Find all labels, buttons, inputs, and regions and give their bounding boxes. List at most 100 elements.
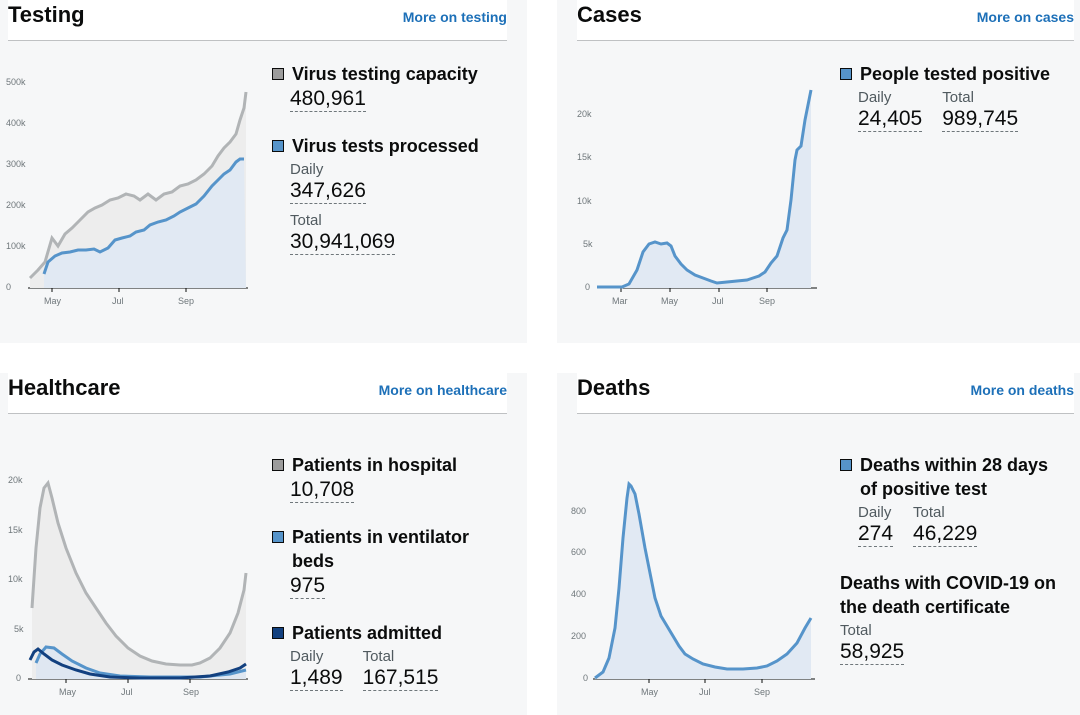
y-tick-label: 20k	[577, 109, 592, 119]
testing-legend: Virus testing capacity 480,961 Virus tes…	[272, 62, 512, 255]
daily-value[interactable]: 1,489	[290, 666, 343, 691]
total-value[interactable]: 46,229	[913, 522, 978, 547]
y-tick-label: 0	[583, 673, 588, 683]
admitted-line	[28, 647, 247, 680]
testing-title: Testing	[8, 2, 85, 27]
healthcare-card-header: Healthcare More on healthcare	[8, 373, 507, 414]
daily-value[interactable]: 347,626	[290, 179, 366, 204]
total-label: Total	[913, 504, 945, 521]
more-on-cases-link[interactable]: More on cases	[976, 9, 1074, 25]
x-tick-label: Sep	[178, 296, 194, 306]
testing-chart: 0 100k 200k 300k 400k 500k May Jul Sep	[6, 77, 248, 306]
metric-value[interactable]: 975	[290, 574, 326, 599]
y-tick-label: 800	[571, 506, 586, 516]
metric-label: Patients in hospital	[292, 455, 458, 475]
total-value[interactable]: 989,745	[942, 107, 1019, 132]
x-tick-label: Sep	[183, 687, 199, 697]
y-tick-label: 0	[16, 673, 21, 683]
y-tick-label: 5k	[583, 239, 593, 249]
total-value[interactable]: 58,925	[840, 640, 905, 665]
daily-value[interactable]: 274	[858, 522, 894, 547]
cases-card-header: Cases More on cases	[577, 0, 1074, 41]
daily-label: Daily	[858, 89, 892, 106]
healthcare-card: Healthcare More on healthcare 0 5k 10k 1…	[0, 373, 527, 715]
y-tick-label: 100k	[6, 241, 26, 251]
testing-processed-line	[42, 157, 244, 275]
deaths-legend: Deaths within 28 days of positive test D…	[840, 453, 1075, 665]
total-label: Total	[290, 212, 322, 229]
total-label: Total	[362, 648, 395, 665]
x-tick-label: May	[59, 687, 77, 697]
metric-label: Deaths with COVID-19 on the death certif…	[840, 573, 1057, 617]
y-tick-label: 300k	[6, 159, 26, 169]
navy-square-icon	[272, 627, 284, 639]
y-tick-label: 200k	[6, 200, 26, 210]
y-tick-label: 500k	[6, 77, 26, 87]
x-tick-label: Jul	[712, 296, 724, 306]
cases-area	[597, 90, 811, 288]
y-tick-label: 10k	[577, 196, 592, 206]
daily-label: Daily	[290, 648, 324, 665]
y-tick-label: 200	[571, 631, 586, 641]
y-tick-label: 15k	[8, 525, 23, 535]
cases-legend: People tested positive Daily 24,405 Total…	[840, 62, 1070, 132]
y-tick-label: 400k	[6, 118, 26, 128]
deaths-card: Deaths More on deaths 0 200 400 600 800 …	[557, 373, 1080, 715]
y-tick-label: 0	[585, 282, 590, 292]
metric-patients-admitted: Patients admitted Daily 1,489 Total 167,51…	[272, 621, 512, 691]
y-tick-label: 0	[6, 282, 11, 292]
x-tick-label: Mar	[612, 296, 628, 306]
testing-card-header: Testing More on testing	[8, 0, 507, 41]
y-tick-label: 10k	[8, 574, 23, 584]
deaths-chart: 0 200 400 600 800 May Jul Sep	[571, 480, 815, 697]
metric-value[interactable]: 10,708	[290, 478, 355, 503]
deaths-area	[595, 484, 811, 679]
hospital-area	[32, 483, 246, 679]
more-on-healthcare-link[interactable]: More on healthcare	[378, 382, 507, 398]
daily-label: Daily	[290, 161, 324, 178]
y-tick-label: 20k	[8, 475, 23, 485]
daily-value[interactable]: 24,405	[858, 107, 923, 132]
metric-deaths-certificate: Deaths with COVID-19 on the death certif…	[840, 571, 1075, 665]
metric-label: Virus tests processed	[292, 136, 479, 156]
y-tick-label: 600	[571, 547, 586, 557]
cases-card: Cases More on cases 0 5k 10k 15k 20k Mar…	[557, 0, 1080, 343]
metric-label: Deaths within 28 days of positive test	[860, 455, 1049, 499]
cases-chart: 0 5k 10k 15k 20k Mar May Jul Sep	[577, 89, 817, 306]
metric-value[interactable]: 480,961	[290, 87, 366, 112]
metric-label: Virus testing capacity	[292, 64, 478, 84]
y-tick-label: 5k	[14, 624, 24, 634]
total-value[interactable]: 30,941,069	[290, 230, 396, 255]
hospital-line	[30, 479, 248, 667]
blue-square-icon	[840, 68, 852, 80]
total-label: Total	[840, 622, 872, 639]
more-on-deaths-link[interactable]: More on deaths	[970, 382, 1074, 398]
more-on-testing-link[interactable]: More on testing	[402, 9, 507, 25]
metric-label: Patients admitted	[292, 623, 443, 643]
metric-deaths-within-28: Deaths within 28 days of positive test D…	[840, 453, 1075, 547]
ventilator-area	[36, 647, 246, 679]
testing-capacity-line	[28, 91, 248, 280]
metric-testing-capacity: Virus testing capacity 480,961	[272, 62, 512, 112]
cases-line	[597, 89, 813, 289]
deaths-card-header: Deaths More on deaths	[577, 373, 1074, 414]
x-tick-label: Jul	[112, 296, 124, 306]
healthcare-legend: Patients in hospital 10,708 Patients in …	[272, 453, 512, 691]
x-tick-label: Sep	[759, 296, 775, 306]
deaths-title: Deaths	[577, 375, 651, 400]
x-tick-label: Jul	[121, 687, 133, 697]
x-tick-label: May	[641, 687, 659, 697]
healthcare-title: Healthcare	[8, 375, 121, 400]
x-tick-label: Sep	[754, 687, 770, 697]
grey-square-icon	[272, 68, 284, 80]
y-tick-label: 15k	[577, 152, 592, 162]
metric-patients-ventilator: Patients in ventilator beds 975	[272, 525, 512, 599]
blue-square-icon	[840, 459, 852, 471]
metric-tests-processed: Virus tests processed Daily 347,626 Tota…	[272, 134, 512, 255]
metric-people-tested-positive: People tested positive Daily 24,405 Total…	[840, 62, 1070, 132]
blue-square-icon	[272, 140, 284, 152]
metric-patients-in-hospital: Patients in hospital 10,708	[272, 453, 512, 503]
testing-card: Testing More on testing 0 100k 200k 300k…	[0, 0, 527, 343]
daily-label: Daily	[858, 504, 892, 521]
total-value[interactable]: 167,515	[362, 666, 439, 691]
